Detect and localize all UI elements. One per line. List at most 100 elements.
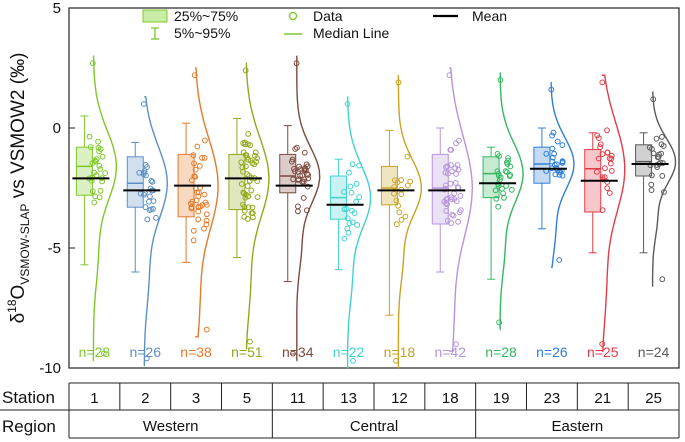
data-point — [242, 139, 248, 146]
data-point — [507, 163, 514, 170]
data-point — [203, 217, 210, 224]
legend: 25%~75% 5%~95% Data Median Line Mean — [142, 8, 507, 41]
station-cell: 5 — [243, 390, 251, 407]
data-point — [559, 172, 566, 179]
data-point — [91, 199, 98, 206]
data-point — [289, 158, 295, 165]
data-point — [404, 153, 411, 160]
data-point — [346, 169, 352, 176]
data-point — [341, 189, 347, 195]
data-point — [141, 168, 148, 175]
y-label-sup: 18 — [5, 299, 19, 313]
data-point — [648, 187, 655, 194]
data-point — [597, 144, 603, 151]
data-point — [245, 204, 252, 211]
data-point — [252, 149, 259, 156]
y-axis-label: δ18OVSMOW-SLAP vs VSMOW2 (‰) — [5, 53, 32, 324]
data-point — [604, 127, 610, 134]
region-header: Region — [2, 417, 56, 436]
data-point — [604, 149, 611, 156]
data-point — [196, 163, 203, 169]
data-point — [248, 187, 255, 194]
data-point — [147, 193, 153, 200]
data-point — [559, 142, 566, 149]
iqr-box — [635, 144, 653, 177]
station-group: n=24 — [631, 91, 677, 360]
station-region-table: Station Region 1 2 3 5 11 13 12 18 19 23 21 25Weste… — [0, 382, 680, 439]
data-point — [244, 171, 251, 178]
sample-count-label: n=26 — [129, 344, 161, 360]
data-point — [191, 72, 198, 79]
density-curve — [601, 74, 626, 352]
iqr-box — [75, 146, 93, 196]
data-point — [650, 96, 657, 103]
data-point — [604, 179, 611, 185]
data-point — [193, 197, 200, 204]
data-point — [91, 169, 97, 176]
sample-count-label: n=25 — [587, 344, 619, 360]
data-point — [650, 150, 657, 157]
data-point — [291, 166, 297, 172]
data-point — [96, 194, 103, 201]
data-point — [102, 170, 109, 177]
station-cell: 21 — [594, 390, 611, 407]
data-point — [241, 204, 248, 210]
region-cell: Western — [143, 418, 199, 435]
station-cell: 12 — [391, 390, 408, 407]
data-point — [188, 204, 195, 211]
data-point — [192, 174, 199, 180]
data-point — [393, 221, 400, 228]
data-point — [195, 216, 202, 223]
data-point — [142, 204, 149, 211]
data-point — [396, 209, 403, 216]
density-curve — [296, 55, 321, 362]
data-point — [201, 225, 207, 232]
data-point — [93, 156, 100, 162]
density-curve — [550, 81, 575, 268]
station-group: n=22 — [326, 96, 372, 369]
data-point — [453, 171, 460, 177]
data-point — [96, 148, 102, 155]
data-point — [344, 215, 351, 222]
data-point — [293, 60, 300, 67]
data-point — [659, 276, 666, 283]
data-point — [658, 141, 665, 148]
data-point — [252, 152, 258, 159]
station-cell: 13 — [340, 390, 357, 407]
data-point — [299, 178, 306, 185]
legend-whisker-label: 5%~95% — [174, 25, 230, 41]
data-point — [146, 198, 152, 205]
data-point — [188, 177, 195, 184]
station-group: n=26 — [529, 81, 575, 360]
data-point — [606, 190, 613, 196]
data-point — [549, 158, 556, 165]
station-group: n=42 — [428, 67, 474, 360]
data-point — [452, 180, 459, 186]
station-group: n=26 — [123, 96, 169, 367]
data-point — [549, 132, 555, 139]
data-point — [599, 79, 606, 86]
data-point — [191, 173, 198, 180]
data-point — [356, 162, 363, 169]
data-point — [554, 138, 561, 145]
data-point — [550, 129, 557, 136]
density-curve — [195, 67, 219, 338]
data-point — [444, 217, 451, 224]
sample-count-label: n=51 — [231, 344, 263, 360]
data-point — [190, 227, 197, 234]
region-cell: Central — [350, 418, 398, 435]
data-point — [92, 157, 98, 164]
legend-data-marker — [288, 11, 298, 21]
data-point — [142, 161, 149, 168]
data-point — [341, 206, 348, 213]
station-cell: 2 — [141, 390, 149, 407]
data-point — [455, 218, 462, 225]
y-tick-label: -10 — [39, 360, 61, 377]
sample-count-label: n=26 — [536, 344, 568, 360]
data-point — [501, 194, 507, 201]
density-curve — [143, 96, 169, 367]
data-point — [148, 177, 155, 184]
data-point — [543, 150, 550, 157]
data-point — [153, 214, 159, 221]
